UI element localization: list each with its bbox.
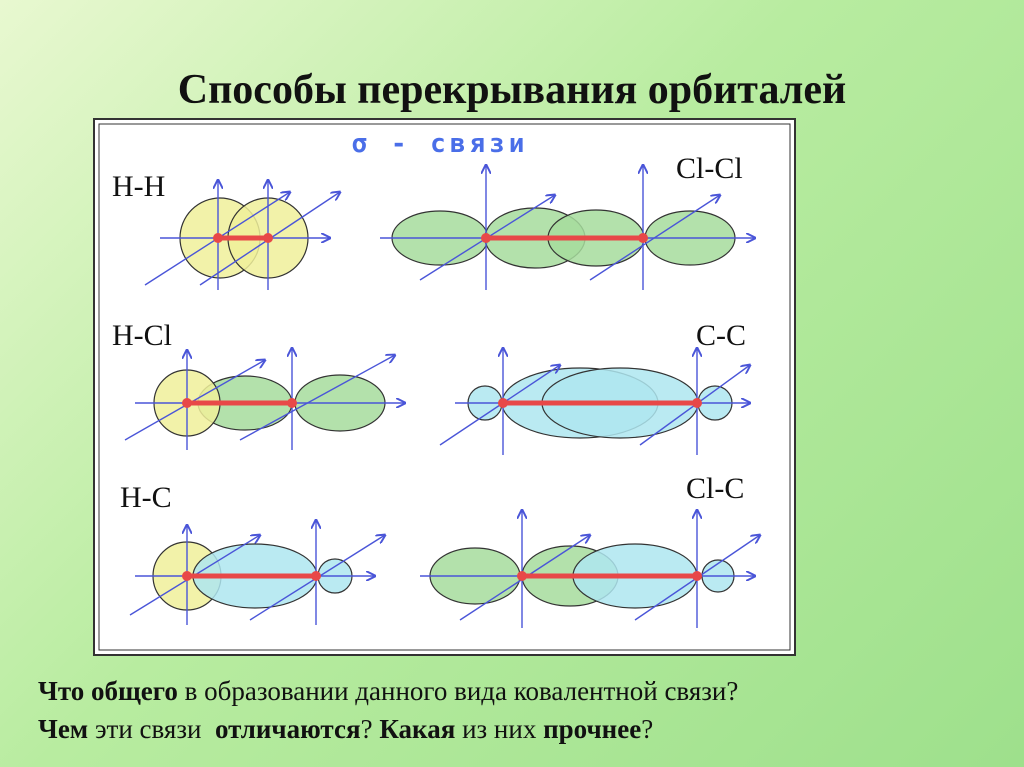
question-bold: Что общего [38,676,178,706]
bonds [187,235,697,579]
bond-label: H-H [112,170,165,203]
bond-label: H-Cl [112,319,172,352]
bond-label: H-C [120,481,172,514]
question-bold: отличаются [214,714,361,744]
bond-label: C-C [696,319,746,352]
bond-label: Cl-Cl [676,152,743,185]
question-bold: Чем [38,714,89,744]
bond-label: Cl-C [686,472,744,505]
title: Способы перекрывания орбиталей [177,67,847,113]
question-text: эти связи [94,714,202,744]
question-bold: Какая [379,714,456,744]
question: Что общего в образовании данного вида ко… [38,676,738,707]
question-bold: прочнее [543,714,642,744]
question-text: ? [360,714,373,744]
diagram: σ - связи H-H Cl-Cl H-Cl C-C H-C Cl-C [93,118,796,656]
nuclei [182,233,702,581]
question-text: в образовании данного вида ковалентной с… [184,676,739,706]
diagram-heading: σ - связи [352,129,529,159]
question-text: из них [462,714,537,744]
question-text: ? [641,714,654,744]
question: Чем эти связи отличаются? Какая из них п… [38,714,653,745]
